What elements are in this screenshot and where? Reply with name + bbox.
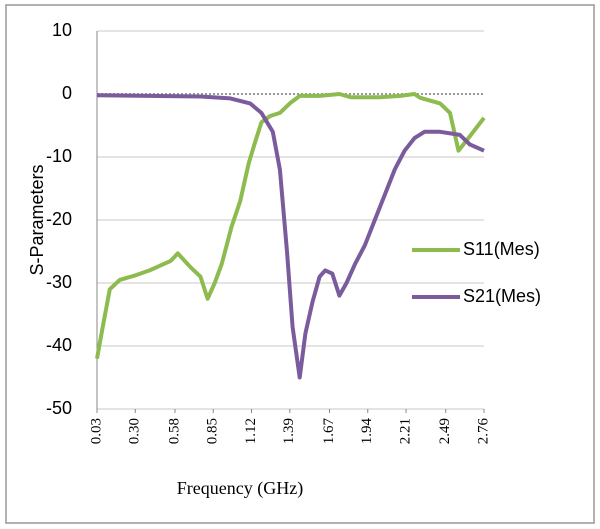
x-tick-label: 0.85 bbox=[205, 418, 221, 444]
y-tick-label: -30 bbox=[46, 272, 72, 292]
x-tick-label: 2.21 bbox=[397, 418, 413, 444]
y-tick-label: 10 bbox=[52, 20, 72, 40]
series-line bbox=[96, 93, 485, 380]
x-tick-label: 1.12 bbox=[243, 418, 259, 444]
x-tick-label: 1.67 bbox=[321, 418, 337, 445]
y-tick-label: -20 bbox=[46, 209, 72, 229]
y-tick-label: -50 bbox=[46, 398, 72, 418]
x-tick-label: 0.03 bbox=[88, 418, 104, 444]
y-tick-label: -10 bbox=[46, 146, 72, 166]
series-line bbox=[95, 92, 486, 359]
x-tick-label: 2.49 bbox=[437, 418, 453, 444]
y-axis-title: S-Parameters bbox=[27, 164, 47, 275]
x-tick-label: 2.76 bbox=[475, 418, 491, 445]
legend-label: S11(Mes) bbox=[463, 239, 540, 259]
x-tick-label: 1.39 bbox=[281, 418, 297, 444]
y-tick-label: 0 bbox=[62, 83, 72, 103]
x-tick-label: 0.30 bbox=[127, 418, 143, 444]
x-tick-label: 0.58 bbox=[166, 418, 182, 444]
x-axis-title: Frequency (GHz) bbox=[177, 478, 303, 499]
chart-border bbox=[5, 4, 595, 524]
legend-label: S21(Mes) bbox=[463, 286, 541, 306]
y-tick-label: -40 bbox=[46, 335, 72, 355]
x-tick-label: 1.94 bbox=[359, 418, 375, 445]
